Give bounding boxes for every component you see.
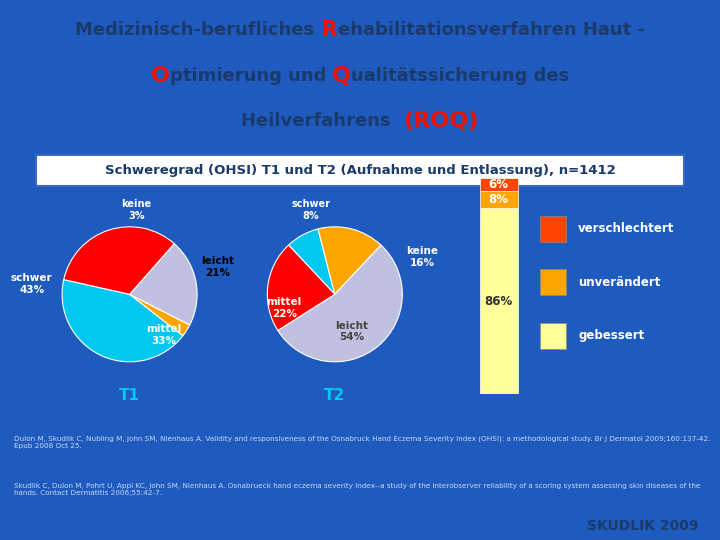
Text: ptimierung und: ptimierung und bbox=[170, 66, 332, 85]
Text: schwer
43%: schwer 43% bbox=[11, 273, 53, 295]
Text: Schweregrad (OHSI) T1 und T2 (Aufnahme und Entlassung), n=1412: Schweregrad (OHSI) T1 und T2 (Aufnahme u… bbox=[104, 164, 616, 177]
Text: leicht
21%: leicht 21% bbox=[201, 256, 234, 278]
Text: mittel
33%: mittel 33% bbox=[145, 324, 181, 346]
Text: leicht
54%: leicht 54% bbox=[336, 321, 368, 342]
Wedge shape bbox=[64, 227, 174, 294]
Bar bbox=[480, 208, 518, 394]
Text: Dulon M, Skudlik C, Nubling M, John SM, Nienhaus A. Validity and responsiveness : Dulon M, Skudlik C, Nubling M, John SM, … bbox=[14, 435, 711, 449]
Text: Q: Q bbox=[332, 65, 351, 86]
Text: 8%: 8% bbox=[489, 193, 508, 206]
Wedge shape bbox=[130, 294, 190, 336]
Text: ehabilitationsverfahren Haut -: ehabilitationsverfahren Haut - bbox=[338, 21, 644, 39]
Wedge shape bbox=[278, 245, 402, 362]
Text: Skudlik C, Dulon M, Pohrt U, Appl KC, John SM, Nienhaus A. Osnabrueck hand eczem: Skudlik C, Dulon M, Pohrt U, Appl KC, Jo… bbox=[14, 483, 701, 496]
Text: T1: T1 bbox=[119, 388, 140, 403]
Wedge shape bbox=[267, 245, 335, 330]
Text: Medizinisch-berufliches: Medizinisch-berufliches bbox=[76, 21, 320, 39]
Text: R: R bbox=[320, 20, 338, 40]
Text: unverändert: unverändert bbox=[578, 276, 660, 289]
Text: 86%: 86% bbox=[485, 295, 513, 308]
Wedge shape bbox=[62, 280, 183, 362]
Bar bbox=[540, 216, 566, 242]
Text: mittel
22%: mittel 22% bbox=[266, 297, 302, 319]
Text: ualitätssicherung des: ualitätssicherung des bbox=[351, 66, 570, 85]
Bar bbox=[540, 323, 566, 349]
Text: gebessert: gebessert bbox=[578, 329, 644, 342]
Text: schwer
8%: schwer 8% bbox=[292, 199, 330, 221]
Text: SKUDLIK 2009: SKUDLIK 2009 bbox=[587, 519, 698, 533]
Text: verschlechtert: verschlechtert bbox=[578, 222, 675, 235]
Text: T2: T2 bbox=[324, 388, 346, 403]
Wedge shape bbox=[318, 227, 381, 294]
Bar bbox=[480, 178, 518, 191]
Wedge shape bbox=[130, 244, 197, 325]
Text: 6%: 6% bbox=[489, 178, 508, 191]
Wedge shape bbox=[289, 229, 335, 294]
Bar bbox=[540, 269, 566, 295]
Text: keine
3%: keine 3% bbox=[121, 199, 151, 221]
Text: (ROQ): (ROQ) bbox=[403, 111, 479, 131]
Bar bbox=[480, 191, 518, 208]
Text: O: O bbox=[150, 65, 170, 86]
Text: Heilverfahrens: Heilverfahrens bbox=[241, 112, 403, 130]
Text: keine
16%: keine 16% bbox=[407, 246, 438, 268]
